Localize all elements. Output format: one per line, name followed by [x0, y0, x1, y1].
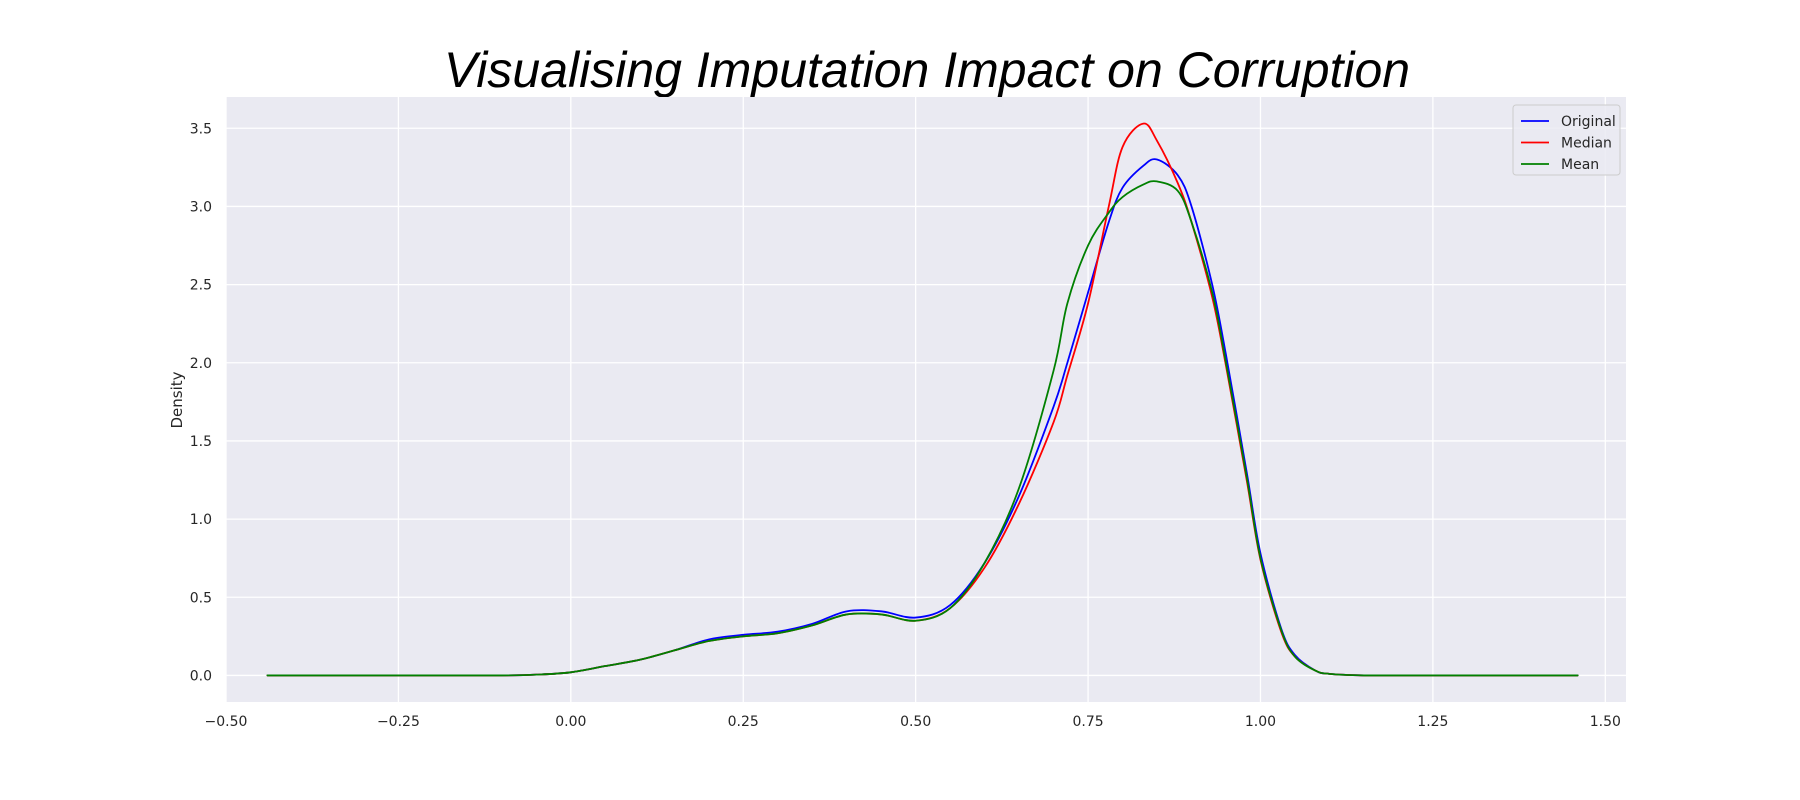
series-line-mean — [266, 180, 1579, 677]
y-tick-label: 1.0 — [190, 512, 212, 528]
y-tick-label: 0.0 — [190, 668, 212, 684]
y-tick-label: 2.5 — [190, 278, 212, 294]
series-lines — [266, 122, 1579, 677]
x-tick-label: −0.25 — [377, 714, 420, 730]
y-axis-ticks: 0.0 0.5 1.0 1.5 2.0 2.5 3.0 3.5 — [190, 121, 212, 684]
legend-label-mean: Mean — [1561, 157, 1599, 173]
x-tick-label: 1.00 — [1245, 714, 1276, 730]
y-tick-label: 2.0 — [190, 356, 212, 372]
chart-title: Visualising Imputation Impact on Corrupt… — [444, 42, 1410, 98]
x-tick-label: 0.75 — [1072, 714, 1103, 730]
y-tick-label: 3.0 — [190, 199, 212, 215]
x-tick-label: −0.50 — [205, 714, 248, 730]
x-axis-ticks: −0.50 −0.25 0.00 0.25 0.50 0.75 1.00 1.25 1.50 — [205, 714, 1621, 730]
y-tick-label: 1.5 — [190, 434, 212, 450]
x-tick-label: 1.25 — [1417, 714, 1448, 730]
legend-label-median: Median — [1561, 136, 1612, 152]
legend-box — [1512, 104, 1621, 176]
legend: Original Median Mean — [1512, 104, 1621, 176]
x-tick-label: 0.50 — [900, 714, 931, 730]
y-tick-label: 3.5 — [190, 121, 212, 137]
plot-area — [226, 97, 1626, 702]
x-tick-label: 0.25 — [728, 714, 759, 730]
y-axis-label: Density — [168, 371, 186, 428]
y-tick-label: 0.5 — [190, 590, 212, 606]
x-tick-label: 1.50 — [1590, 714, 1621, 730]
legend-label-original: Original — [1561, 114, 1616, 130]
x-tick-label: 0.00 — [555, 714, 586, 730]
